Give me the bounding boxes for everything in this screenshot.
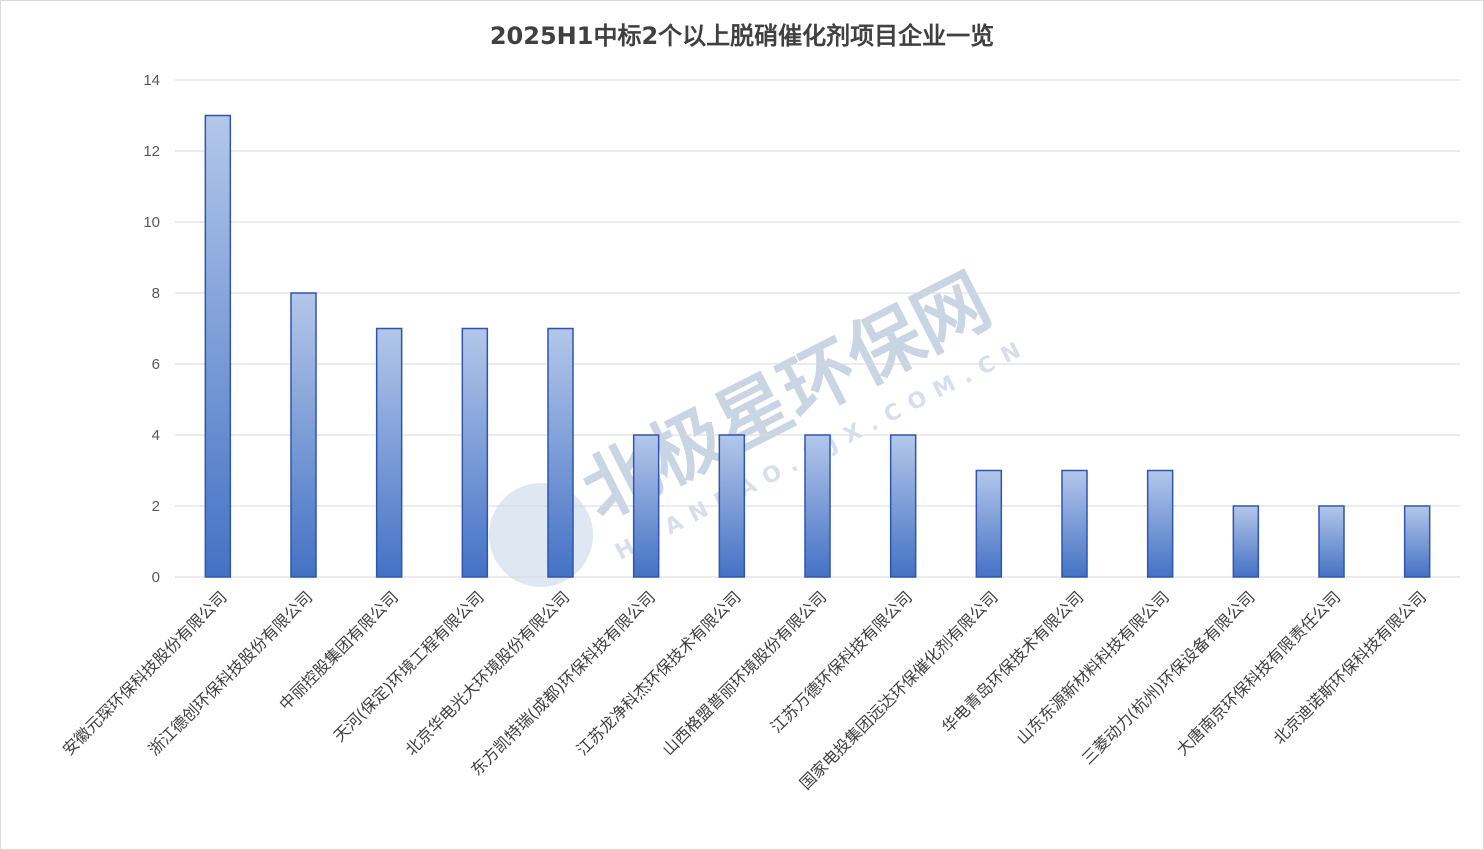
y-tick-label: 14	[143, 72, 160, 89]
y-tick-label: 6	[152, 356, 160, 373]
bar	[204, 114, 232, 578]
bar	[1232, 505, 1260, 578]
y-tick-label: 4	[152, 427, 160, 444]
bar	[1403, 505, 1431, 578]
bar	[975, 469, 1003, 578]
y-tick-label: 8	[152, 285, 160, 302]
x-category-label: 山东东源新材料科技有限公司	[1012, 587, 1173, 748]
x-category-label: 北京迪诺斯环保科技有限公司	[1269, 587, 1430, 748]
chart-title: 2025H1中标2个以上脱硝催化剂项目企业一览	[489, 22, 995, 50]
bar	[290, 292, 317, 578]
watermark-logo-icon	[489, 483, 593, 587]
bar	[1146, 469, 1174, 578]
x-category-label: 三菱动力(杭州)环保设备有限公司	[1078, 587, 1259, 768]
x-category-label: 安徽元琛环保科技股份有限公司	[59, 587, 231, 759]
x-category-label: 北京华电光大环境股份有限公司	[401, 587, 573, 759]
bar	[547, 327, 574, 578]
x-category-label: 江苏龙净科杰环保技术有限公司	[573, 587, 745, 759]
bar	[461, 327, 489, 578]
y-tick-label: 0	[152, 569, 160, 586]
x-category-label: 大唐南京环保科技有限责任公司	[1172, 587, 1344, 759]
bar	[718, 434, 746, 578]
y-tick-label: 12	[143, 143, 160, 160]
x-category-label: 浙江德创环保科技股份有限公司	[144, 587, 316, 759]
bar	[375, 327, 403, 578]
x-category-label: 东方凯特瑞(成都)环保科技有限公司	[467, 587, 659, 779]
bar	[1061, 469, 1088, 578]
y-tick-label: 2	[152, 498, 160, 515]
bar	[804, 434, 831, 578]
x-category-label: 天河(保定)环境工程有限公司	[330, 587, 488, 745]
x-category-label: 华电青岛环保技术有限公司	[938, 587, 1087, 736]
y-tick-label: 10	[143, 214, 160, 231]
bar	[889, 434, 917, 578]
bar	[1318, 505, 1345, 578]
x-category-label: 山西格盟普丽环境股份有限公司	[658, 587, 830, 759]
bar	[632, 434, 660, 578]
x-category-label: 江苏万德环保科技有限公司	[767, 587, 916, 736]
